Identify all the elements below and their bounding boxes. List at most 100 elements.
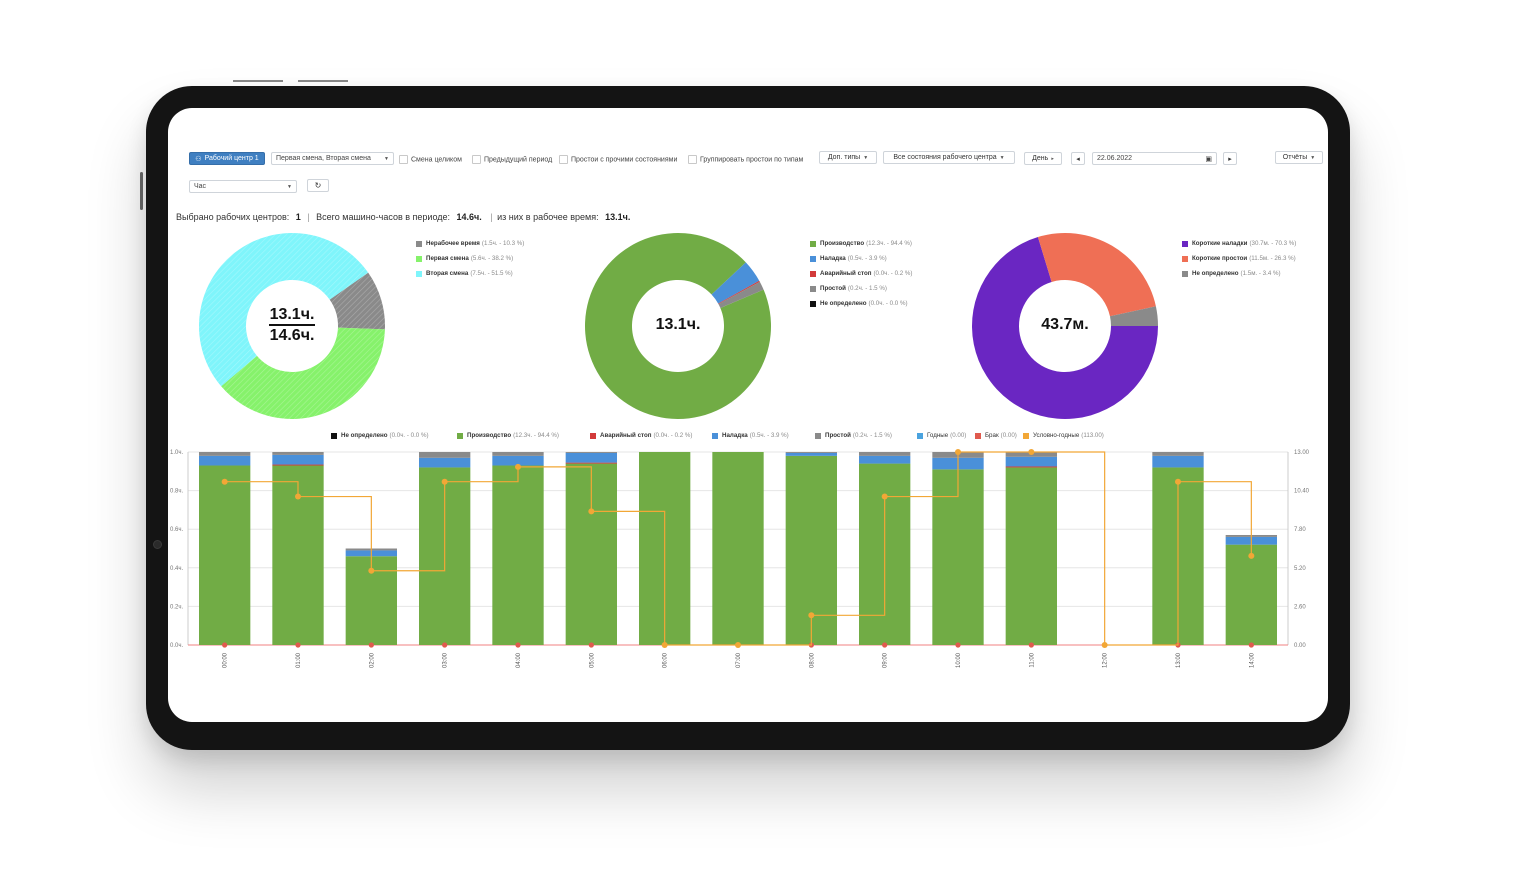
- defect-point[interactable]: [295, 642, 301, 648]
- defect-point[interactable]: [515, 642, 521, 648]
- conditional-good-point[interactable]: [588, 508, 595, 515]
- legend-item[interactable]: Простой (0.2ч. - 1.5 %): [810, 285, 887, 292]
- conditional-good-point[interactable]: [955, 449, 961, 455]
- defect-point[interactable]: [882, 642, 888, 648]
- workcenter-button[interactable]: ⚇ Рабочий центр 1: [189, 152, 265, 165]
- defect-point[interactable]: [1248, 642, 1254, 648]
- defect-point[interactable]: [442, 642, 448, 648]
- conditional-good-point[interactable]: [515, 463, 521, 470]
- defect-point[interactable]: [588, 642, 594, 648]
- bar-segment[interactable]: [565, 452, 617, 463]
- defect-point[interactable]: [1028, 642, 1034, 648]
- conditional-good-point[interactable]: [1248, 552, 1255, 559]
- whole-shift-checkbox[interactable]: Смена целиком: [399, 155, 462, 164]
- bar-segment[interactable]: [1005, 466, 1057, 468]
- donut2-slice-0[interactable]: [585, 232, 771, 419]
- state-donut-chart: [585, 232, 771, 419]
- conditional-good-point[interactable]: [221, 478, 228, 485]
- bar-legend-item[interactable]: Годные (0.00): [917, 432, 966, 439]
- bar-segment[interactable]: [419, 452, 471, 458]
- bar-segment[interactable]: [199, 465, 251, 645]
- next-date-button[interactable]: ▸: [1223, 152, 1237, 165]
- prev-date-button[interactable]: ◂: [1071, 152, 1085, 165]
- conditional-good-point[interactable]: [808, 612, 815, 619]
- previous-period-checkbox[interactable]: Предыдущий период: [472, 155, 552, 164]
- y-tick-label: 0.0ч.: [170, 643, 183, 649]
- bar-legend-item[interactable]: Брак (0.00): [975, 432, 1017, 439]
- bar-legend-item[interactable]: Простой (0.2ч. - 1.5 %): [815, 432, 892, 439]
- defect-point[interactable]: [368, 642, 374, 648]
- bar-segment[interactable]: [1005, 456, 1057, 467]
- bar-segment[interactable]: [492, 452, 544, 456]
- donut3-slice-2[interactable]: [1109, 306, 1158, 326]
- legend-item[interactable]: Аварийный стоп (0.0ч. - 0.2 %): [810, 270, 912, 277]
- legend-label: Производство: [820, 240, 865, 247]
- extra-types-button[interactable]: Доп. типы ▼: [819, 151, 877, 164]
- bar-segment[interactable]: [932, 469, 984, 645]
- bar-segment[interactable]: [272, 452, 324, 455]
- legend-detail: (1.5м. - 3.4 %): [1240, 270, 1281, 277]
- legend-item[interactable]: Не определено (0.0ч. - 0.0 %): [810, 300, 908, 307]
- conditional-good-point[interactable]: [295, 493, 301, 500]
- bar-segment[interactable]: [785, 452, 837, 456]
- refresh-button[interactable]: ↻: [307, 179, 329, 192]
- donut3-slice-1[interactable]: [1037, 233, 1156, 317]
- legend-item[interactable]: Не определено (1.5м. - 3.4 %): [1182, 270, 1281, 277]
- bar-segment[interactable]: [565, 462, 617, 464]
- legend-item[interactable]: Вторая смена (7.5ч. - 51.5 %): [416, 270, 513, 277]
- donut2-slice-1[interactable]: [711, 262, 760, 304]
- bar-legend-item[interactable]: Условно-годные (113.00): [1023, 432, 1104, 439]
- defect-point[interactable]: [222, 642, 228, 648]
- bar-segment[interactable]: [272, 464, 324, 466]
- donut2-slice-3[interactable]: [718, 281, 764, 309]
- defect-point[interactable]: [955, 642, 961, 648]
- bar-segment[interactable]: [1225, 544, 1277, 645]
- period-select[interactable]: День ▸: [1024, 152, 1062, 165]
- bar-legend-item[interactable]: Аварийный стоп (0.0ч. - 0.2 %): [590, 432, 692, 439]
- bar-segment[interactable]: [199, 455, 251, 466]
- bar-segment[interactable]: [199, 452, 251, 456]
- conditional-good-point[interactable]: [368, 567, 375, 574]
- conditional-good-point[interactable]: [1175, 478, 1181, 485]
- donut1-center-bottom: 14.6ч.: [269, 327, 315, 344]
- bar-segment[interactable]: [1152, 452, 1204, 456]
- legend-swatch: [810, 300, 816, 307]
- legend-item[interactable]: Нерабочее время (1.5ч. - 10.3 %): [416, 240, 524, 247]
- bar-segment[interactable]: [859, 452, 911, 456]
- conditional-good-point[interactable]: [881, 493, 888, 500]
- conditional-good-point[interactable]: [1101, 642, 1108, 648]
- bar-segment[interactable]: [1152, 455, 1204, 468]
- bar-segment[interactable]: [492, 455, 544, 466]
- downtime-with-other-checkbox[interactable]: Простои с прочими состояниями: [559, 155, 677, 164]
- granularity-select[interactable]: Час ▼: [189, 180, 297, 193]
- conditional-good-point[interactable]: [441, 478, 448, 485]
- all-states-button[interactable]: Все состояния рабочего центра ▼: [883, 151, 1015, 164]
- summary-divider: |: [307, 212, 310, 222]
- date-input[interactable]: 22.06.2022 ▣: [1092, 152, 1217, 165]
- legend-item[interactable]: Производство (12.3ч. - 94.4 %): [810, 240, 912, 247]
- bar-segment[interactable]: [859, 455, 911, 464]
- donut3-slice-0[interactable]: [972, 237, 1158, 419]
- bar-segment[interactable]: [565, 452, 617, 453]
- legend-item[interactable]: Первая смена (5.6ч. - 38.2 %): [416, 255, 513, 262]
- bar-segment[interactable]: [419, 457, 471, 468]
- bar-segment[interactable]: [1005, 467, 1057, 645]
- group-downtime-checkbox[interactable]: Группировать простои по типам: [688, 155, 803, 164]
- bar-segment[interactable]: [785, 452, 837, 453]
- bar-segment[interactable]: [272, 454, 324, 465]
- legend-item[interactable]: Короткие наладки (30.7м. - 70.3 %): [1182, 240, 1296, 247]
- bar-legend-item[interactable]: Наладка (0.5ч. - 3.9 %): [712, 432, 789, 439]
- shifts-select[interactable]: Первая смена, Вторая смена ▼: [271, 152, 394, 165]
- bar-segment[interactable]: [712, 452, 764, 645]
- reports-button[interactable]: Отчёты ▼: [1275, 151, 1323, 164]
- legend-item[interactable]: Наладка (0.5ч. - 3.9 %): [810, 255, 887, 262]
- legend-detail: (0.2ч. - 1.5 %): [847, 285, 887, 292]
- legend-item[interactable]: Короткие простои (11.5м. - 26.3 %): [1182, 255, 1296, 262]
- bar-segment[interactable]: [492, 465, 544, 645]
- bar-legend-item[interactable]: Производство (12.3ч. - 94.4 %): [457, 432, 559, 439]
- conditional-good-point[interactable]: [661, 642, 668, 648]
- conditional-good-point[interactable]: [735, 642, 741, 648]
- donut2-slice-2[interactable]: [718, 280, 760, 305]
- bar-legend-item[interactable]: Не определено (0.0ч. - 0.0 %): [331, 432, 429, 439]
- conditional-good-point[interactable]: [1028, 449, 1035, 455]
